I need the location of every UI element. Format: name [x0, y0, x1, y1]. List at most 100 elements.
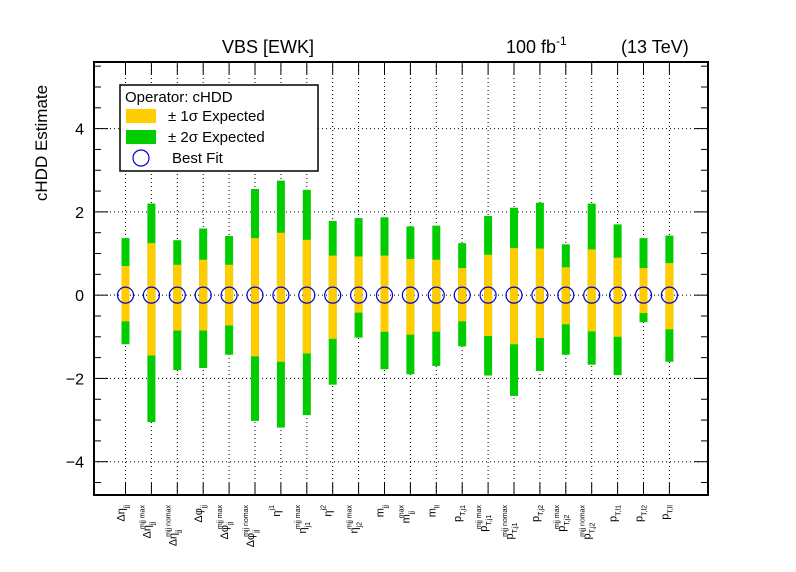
best-fit-point	[453, 286, 471, 304]
best-fit-point	[531, 286, 549, 304]
best-fit-point	[634, 286, 653, 304]
x-tick-label-text: ηj1	[269, 505, 283, 517]
band-1sigma	[276, 232, 285, 362]
best-fit-point	[324, 286, 342, 304]
legend-label: ± 1σ Expected	[168, 108, 265, 125]
x-tick-label: pT,l2	[634, 505, 649, 522]
x-tick-label-sup: mjj max	[554, 505, 561, 530]
x-tick-label-sub: ll	[434, 505, 441, 509]
x-tick-label-base: m	[375, 508, 387, 517]
x-tick-label-sup: mjj nomax	[243, 505, 250, 537]
band-1sigma	[587, 249, 596, 332]
x-tick-label-base: m	[400, 514, 412, 523]
band-1sigma	[380, 255, 389, 332]
x-tick-label-sup: mjj max	[139, 505, 146, 530]
best-fit-point	[479, 286, 497, 304]
plot-frame	[93, 61, 709, 496]
x-tick-label-sup: j2	[321, 505, 328, 512]
x-tick-label-base: η	[297, 527, 309, 533]
legend-box	[119, 84, 319, 172]
x-tick-label-base: p	[556, 526, 568, 532]
lumi-label: 100 fb-1	[506, 34, 567, 57]
x-tick-label-text: pT,j1mjj nomax	[502, 505, 519, 540]
legend-entries: ± 1σ Expected ± 2σ Expected Best Fit	[126, 108, 265, 167]
y-tick-label: 2	[75, 205, 84, 222]
x-tick-label-sub: jj	[408, 511, 415, 516]
x-tick-label-base: p	[634, 516, 646, 522]
x-tick-label-text: mll	[426, 505, 441, 518]
x-tick-label-sub: T,l2	[642, 505, 649, 516]
x-tick-label: pT,j2mjj nomax	[580, 505, 597, 540]
band-1sigma	[199, 259, 208, 331]
x-tick-label-sup: mjj max	[295, 505, 302, 530]
legend-header: Operator: cHDD	[125, 89, 233, 106]
x-tick-label-base: Δφ	[245, 533, 257, 547]
x-tick-label-text: mjjmax	[398, 505, 415, 524]
x-tick-label-text: pT,l2	[634, 505, 649, 522]
x-tick-label-base: p	[659, 514, 671, 520]
band-1sigma	[173, 264, 182, 331]
x-tick-label-text: Δηjj	[116, 505, 131, 522]
band-1sigma	[510, 248, 518, 345]
x-tick-label-base: p	[608, 516, 620, 522]
x-tick-label-sub: jj	[383, 505, 390, 510]
x-tick-label-base: p	[530, 516, 542, 522]
band-1sigma	[458, 268, 467, 322]
y-tick-label: 4	[75, 122, 84, 139]
x-tick-label-sup: mjj nomax	[580, 505, 587, 537]
y-tick-label: −2	[66, 371, 84, 388]
x-tick-label-base: p	[582, 533, 594, 539]
x-tick-label-sup: mjj nomax	[165, 505, 172, 537]
x-tick-label-sub: j1	[305, 522, 312, 529]
x-tick-label-text: mjj	[375, 505, 390, 518]
band-1sigma	[406, 258, 415, 335]
axes: −4 −2 0 2 4	[66, 62, 708, 495]
x-tick-label-sub: j2	[357, 522, 364, 529]
chart-title: VBS [EWK]	[222, 37, 314, 57]
legend-label: ± 2σ Expected	[168, 129, 265, 146]
legend: Operator: cHDD ± 1σ Expected ± 2σ Expecte…	[119, 84, 319, 172]
x-tick-label: mll	[426, 505, 441, 518]
x-tick-label-sup: mjj nomax	[502, 505, 509, 537]
band-1sigma	[639, 268, 648, 314]
band-1sigma	[225, 264, 234, 326]
x-tick-label: pT,j1mjj nomax	[502, 505, 519, 540]
x-tick-label-text: Δηjjmjj max	[139, 505, 156, 539]
best-fit-point	[505, 286, 523, 304]
x-tick-label-sub: jj	[201, 505, 208, 510]
x-tick-label-sup: j1	[269, 505, 276, 512]
legend-marker	[132, 149, 150, 167]
x-tick-label-text: pT,j1	[452, 505, 467, 522]
y-tick-label: 0	[75, 288, 84, 305]
x-tick-label-sub: jj	[253, 529, 260, 534]
x-tick-label-text: pT,j2mjj max	[554, 505, 571, 532]
x-tick-label-sub: T,j1	[512, 522, 519, 533]
x-tick-label-base: Δη	[141, 525, 153, 538]
x-tick-label-sub: jj	[149, 521, 156, 526]
x-tick-label-text: ηj1mjj max	[295, 505, 312, 534]
x-tick-label-sub: T,j2	[590, 522, 597, 533]
best-fit-point	[401, 286, 419, 304]
x-tick-label-text: ηj2mjj max	[347, 505, 364, 534]
x-tick-label-base: Δη	[167, 533, 179, 546]
x-tick-label-base: p	[478, 526, 490, 532]
x-tick-label: pT,j1mjj max	[476, 505, 493, 532]
x-tick-label-sup: mjj max	[476, 505, 483, 530]
x-tick-label-text: Δφjjmjj max	[217, 505, 234, 540]
best-fit-point	[350, 286, 368, 304]
band-1sigma	[328, 255, 337, 339]
x-tick-label-sub: T,j1	[486, 515, 493, 526]
x-tick-label: pT,j1	[452, 505, 467, 522]
y-axis-label: cHDD Estimate	[32, 85, 51, 201]
best-fit-points	[116, 286, 679, 304]
best-fit-point	[246, 286, 264, 304]
best-fit-point	[298, 286, 316, 304]
x-tick-label-base: Δφ	[193, 508, 205, 522]
x-tick-label-sub: T,j2	[538, 505, 545, 516]
x-tick-label-sub: T,l1	[616, 505, 623, 516]
x-tick-label: Δηjjmjj nomax	[165, 505, 182, 547]
band-1sigma	[484, 254, 493, 336]
legend-label: Best Fit	[172, 150, 224, 167]
lumi-value: 100 fb	[506, 37, 556, 57]
x-tick-label-sup: max	[398, 505, 405, 519]
